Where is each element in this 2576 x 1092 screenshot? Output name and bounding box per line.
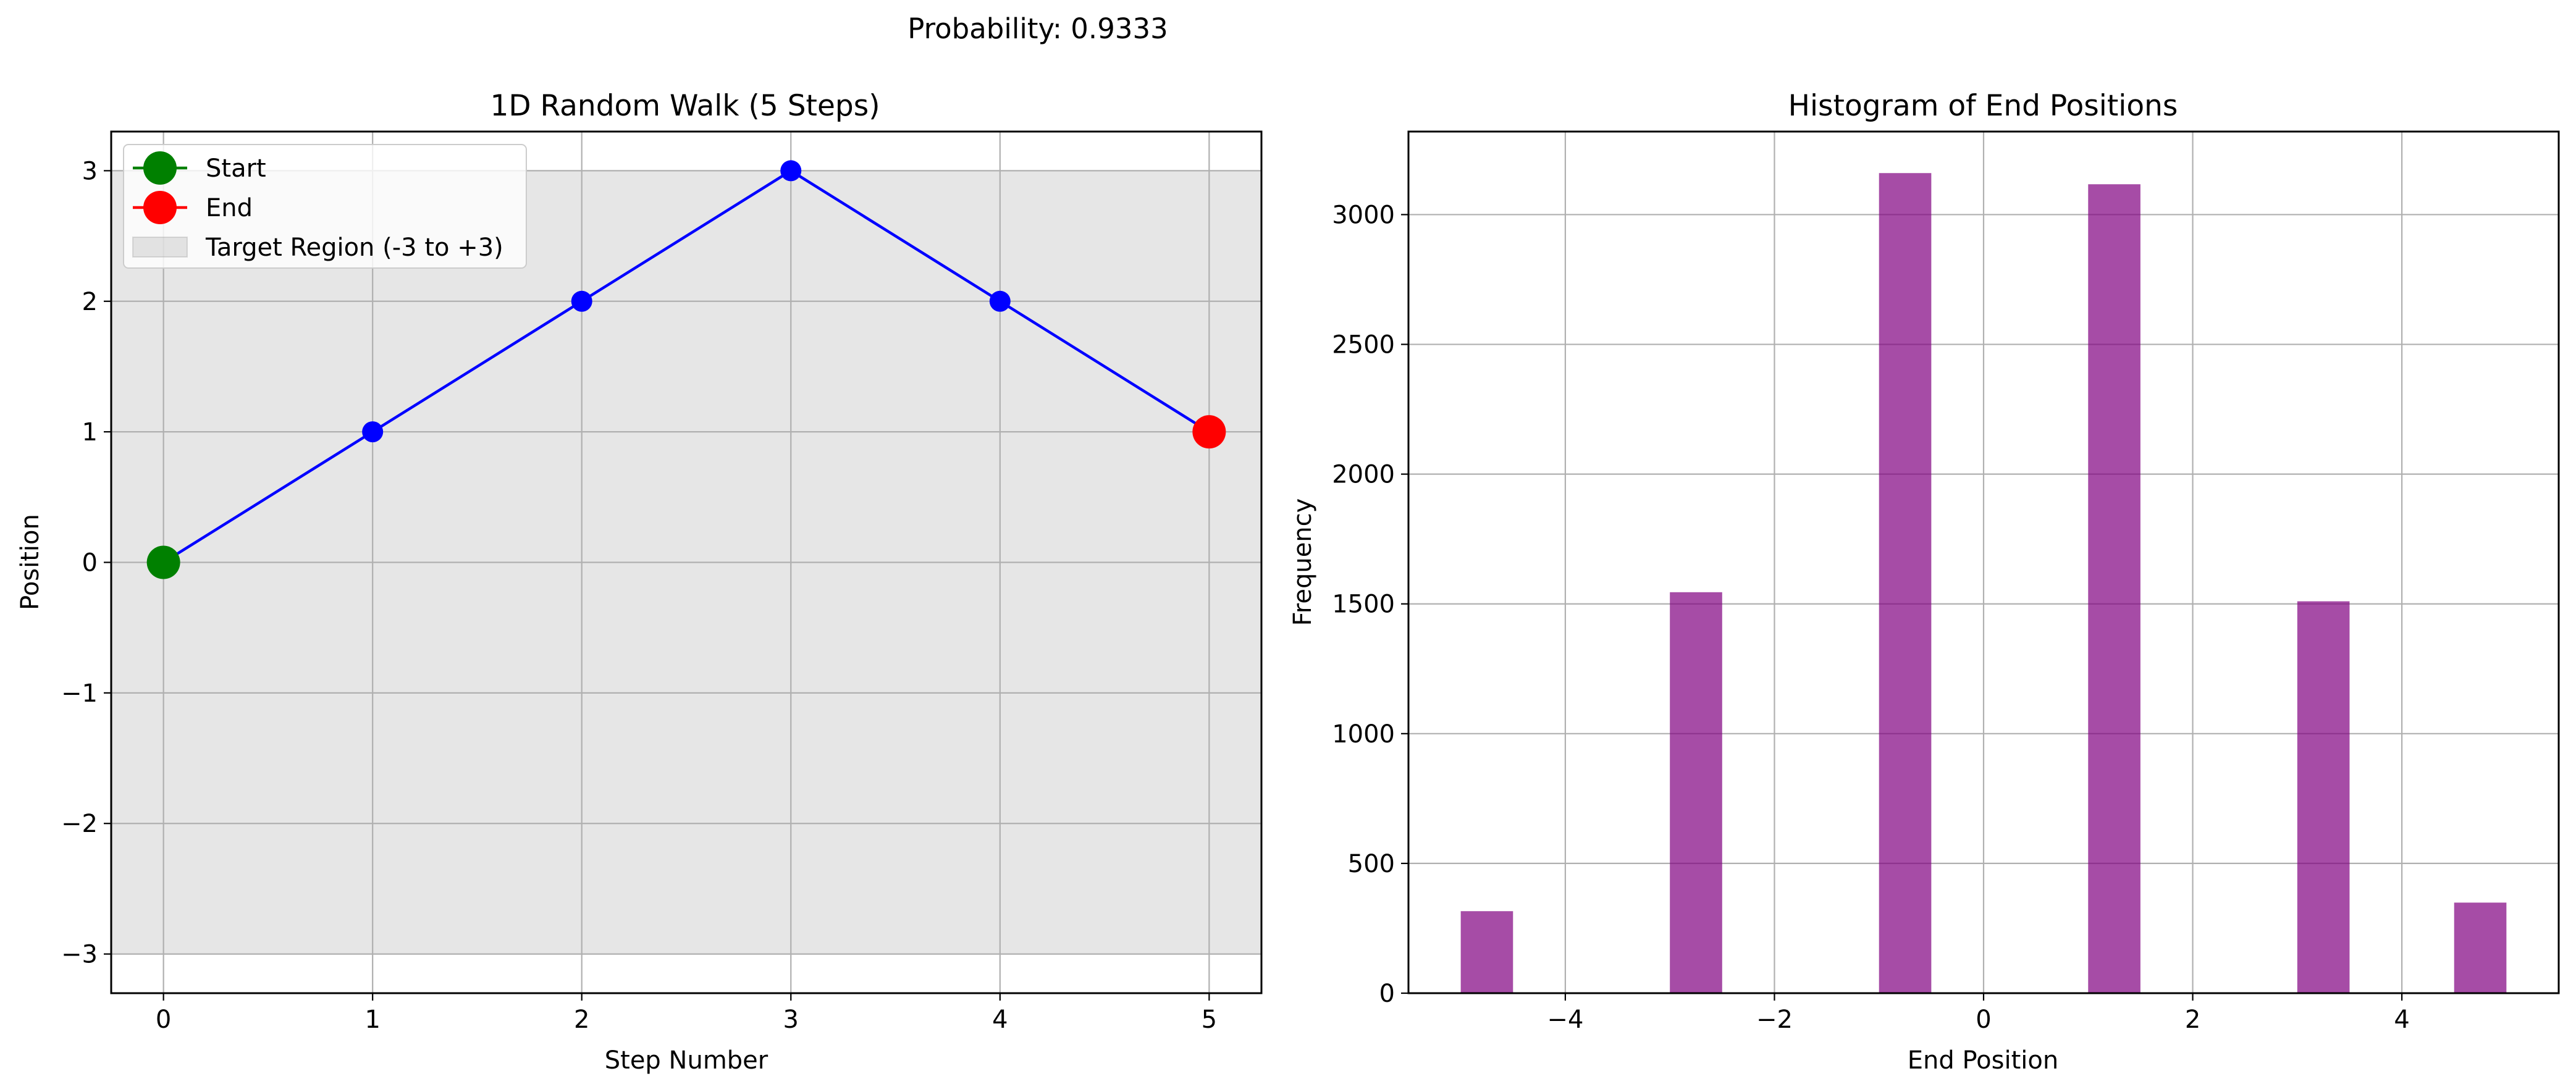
walk-x-tick-label: 4 bbox=[992, 1006, 1008, 1034]
walk-path-line bbox=[162, 169, 1210, 564]
hist-x-tick-label: 0 bbox=[1976, 1006, 1991, 1034]
hist-ticks: −4 −2 0 2 4 0 500 1000 1500 2000 2500 3000 bbox=[1332, 201, 2410, 1034]
walk-y-axis-label: Position bbox=[16, 514, 44, 610]
legend-item: Start bbox=[133, 151, 266, 185]
walk-x-tick-label: 3 bbox=[783, 1006, 799, 1034]
hist-x-tick-label: 2 bbox=[2185, 1006, 2200, 1034]
walk-chart-title: 1D Random Walk (5 Steps) bbox=[490, 89, 880, 123]
hist-y-axis-label: Frequency bbox=[1289, 498, 1317, 626]
legend-item: Target Region (-3 to +3) bbox=[132, 233, 503, 262]
walk-y-tick-label: −2 bbox=[61, 810, 98, 838]
end-position-histogram: Histogram of End Positions −4 −2 0 2 4 0 500 10… bbox=[1289, 89, 2560, 1075]
histogram-bar bbox=[2454, 902, 2507, 993]
hist-y-tick-label: 2500 bbox=[1332, 331, 1395, 359]
hist-y-tick-label: 500 bbox=[1348, 850, 1395, 878]
walk-y-tick-label: 0 bbox=[82, 549, 98, 578]
histogram-bar bbox=[1460, 911, 1513, 993]
start-marker bbox=[146, 545, 180, 579]
legend-box bbox=[123, 144, 527, 269]
walk-y-tick-label: 1 bbox=[82, 418, 98, 447]
walk-y-tick-label: −3 bbox=[61, 941, 98, 969]
hist-x-axis-label: End Position bbox=[1908, 1046, 2058, 1075]
walk-y-tick-label: −1 bbox=[61, 679, 98, 708]
walk-legend: Start End Target Region (-3 to +3) bbox=[123, 144, 527, 269]
hist-grid bbox=[1408, 132, 2559, 994]
legend-label: End bbox=[206, 194, 253, 222]
legend-marker-swatch bbox=[143, 191, 177, 224]
walk-y-tick-label: 3 bbox=[82, 157, 98, 185]
histogram-bar bbox=[2297, 601, 2350, 993]
walk-x-tick-label: 0 bbox=[156, 1006, 171, 1034]
walk-x-axis-label: Step Number bbox=[605, 1046, 768, 1075]
legend-label: Target Region (-3 to +3) bbox=[205, 233, 503, 262]
walk-ticks: 0 1 2 3 4 5 −3 −2 −1 0 1 2 3 bbox=[61, 157, 1217, 1034]
hist-y-tick-label: 1000 bbox=[1332, 720, 1395, 749]
legend-label: Start bbox=[206, 154, 266, 183]
walk-step-point bbox=[989, 290, 1011, 312]
hist-x-tick-label: 4 bbox=[2394, 1006, 2409, 1034]
legend-patch-swatch bbox=[132, 237, 188, 258]
walk-x-tick-label: 2 bbox=[574, 1006, 589, 1034]
legend-marker-swatch bbox=[143, 151, 177, 185]
histogram-bar bbox=[1670, 592, 1722, 993]
walk-y-tick-label: 2 bbox=[82, 288, 98, 316]
hist-plot-area bbox=[1460, 173, 2507, 994]
walk-x-tick-label: 5 bbox=[1202, 1006, 1217, 1034]
walk-step-point bbox=[571, 290, 592, 312]
legend-item: End bbox=[133, 191, 253, 224]
histogram-bar bbox=[1879, 173, 1932, 994]
hist-chart-title: Histogram of End Positions bbox=[1788, 89, 2178, 123]
walk-x-tick-label: 1 bbox=[364, 1006, 380, 1034]
walk-plot-area bbox=[146, 160, 1226, 579]
random-walk-chart: 1D Random Walk (5 Steps) 0 1 2 3 4 5 −3 −2 −1 0 1 2… bbox=[16, 89, 1263, 1075]
walk-grid bbox=[111, 132, 1262, 993]
walk-step-point bbox=[780, 160, 802, 182]
hist-y-tick-label: 2000 bbox=[1332, 461, 1395, 489]
hist-x-tick-label: −4 bbox=[1547, 1006, 1583, 1034]
histogram-bar bbox=[2088, 184, 2140, 994]
figure-suptitle: Probability: 0.9333 bbox=[907, 12, 1168, 45]
hist-y-tick-label: 3000 bbox=[1332, 201, 1395, 229]
hist-x-tick-label: −2 bbox=[1756, 1006, 1793, 1034]
end-marker bbox=[1192, 415, 1226, 449]
hist-y-tick-label: 0 bbox=[1379, 980, 1395, 1008]
hist-y-tick-label: 1500 bbox=[1332, 590, 1395, 619]
walk-step-point bbox=[362, 421, 384, 443]
